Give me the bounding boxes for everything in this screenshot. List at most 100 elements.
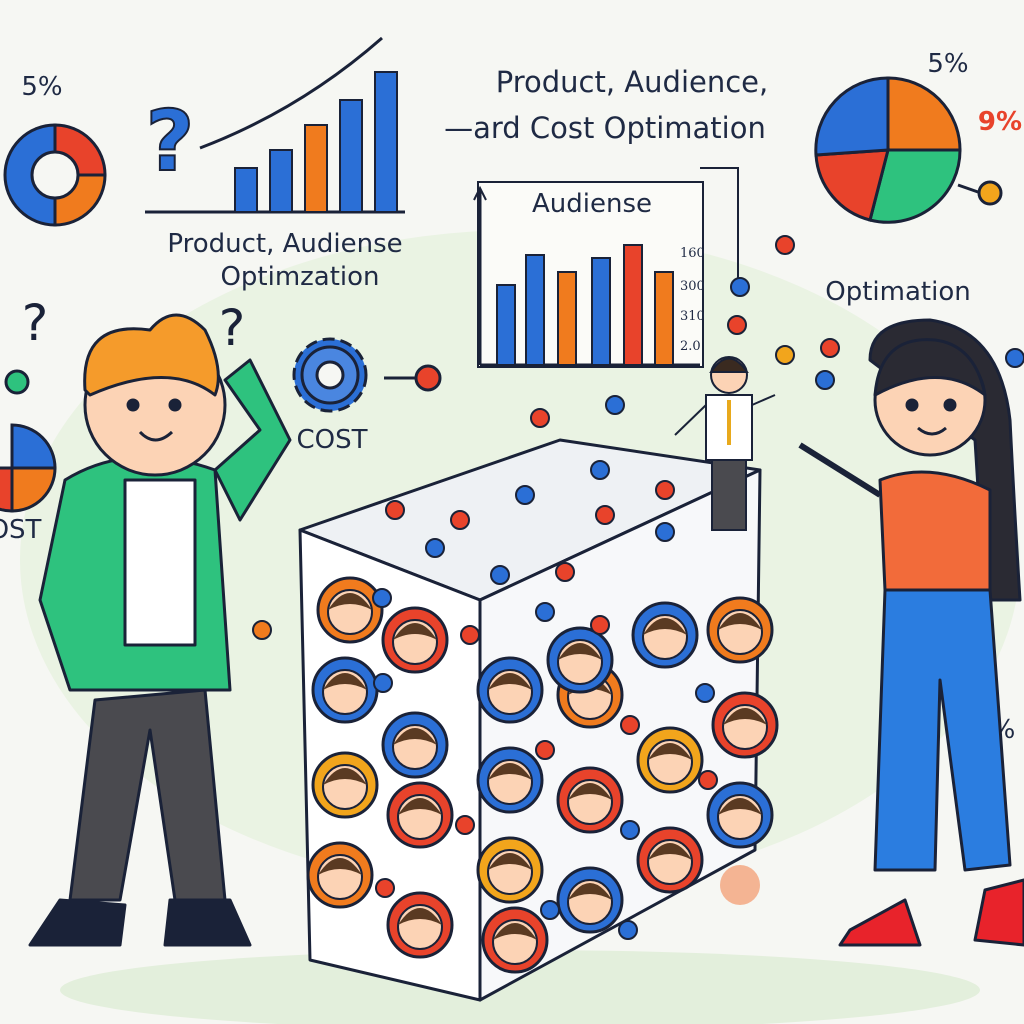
hair bbox=[643, 618, 687, 635]
dot bbox=[460, 625, 480, 645]
dot bbox=[618, 920, 638, 940]
dot bbox=[535, 602, 555, 622]
girl-figure-part bbox=[905, 398, 919, 412]
girl-figure-part bbox=[917, 426, 947, 436]
dot bbox=[695, 683, 715, 703]
boy-figure-part bbox=[138, 430, 174, 442]
dot bbox=[385, 500, 405, 520]
hair bbox=[318, 858, 362, 875]
girl-figure bbox=[798, 318, 1024, 947]
center-bar-chart-part bbox=[623, 244, 643, 366]
gear-icon bbox=[292, 337, 442, 413]
hair bbox=[393, 623, 437, 640]
hair bbox=[648, 843, 692, 860]
dot bbox=[450, 510, 470, 530]
dot bbox=[730, 277, 750, 297]
axis-label: 300 bbox=[680, 279, 705, 294]
boy-figure-part bbox=[126, 398, 140, 412]
subtitle: Product, Audiense bbox=[167, 229, 402, 259]
hair bbox=[393, 728, 437, 745]
pie-chart-part bbox=[868, 148, 962, 224]
label: COST bbox=[296, 425, 367, 455]
dot bbox=[775, 345, 795, 365]
bar-chart-illustration-part bbox=[339, 99, 363, 213]
percent-label: 5% bbox=[21, 72, 62, 102]
girl-figure-part bbox=[973, 878, 1024, 947]
percent-label: 5% bbox=[927, 49, 968, 79]
axis-label: 2.0 bbox=[680, 339, 701, 354]
girl-figure-part bbox=[873, 588, 1012, 872]
dot bbox=[727, 315, 747, 335]
partial-pie bbox=[0, 369, 57, 513]
hair bbox=[323, 673, 367, 690]
bar-chart-illustration bbox=[145, 36, 405, 214]
center-bar-chart-part bbox=[700, 167, 739, 280]
hair bbox=[488, 853, 532, 870]
dot bbox=[605, 395, 625, 415]
boy-figure-part bbox=[28, 898, 127, 947]
bar-chart-illustration-part bbox=[374, 71, 398, 213]
hair bbox=[718, 613, 762, 630]
donut-chart-part bbox=[3, 123, 57, 227]
hair bbox=[723, 708, 767, 725]
dot bbox=[252, 620, 272, 640]
hair bbox=[568, 883, 612, 900]
partial-pie-part bbox=[10, 466, 57, 513]
hair bbox=[568, 783, 612, 800]
boy-figure bbox=[28, 313, 292, 947]
dot bbox=[620, 820, 640, 840]
dot bbox=[698, 770, 718, 790]
center-bar-chart-part bbox=[654, 271, 674, 366]
dot bbox=[375, 878, 395, 898]
small-man-part bbox=[674, 404, 707, 436]
pie-chart bbox=[814, 76, 1003, 224]
gear-icon-part bbox=[414, 364, 442, 392]
axis-label: 160 bbox=[680, 246, 705, 261]
dot bbox=[535, 740, 555, 760]
question-mark: ? bbox=[22, 294, 49, 352]
center-bar-chart bbox=[473, 167, 739, 368]
axis-label: 310 bbox=[680, 309, 705, 324]
dot bbox=[490, 565, 510, 585]
dot bbox=[555, 562, 575, 582]
bar-chart-illustration-part bbox=[234, 167, 258, 213]
face-circles bbox=[306, 576, 779, 974]
center-bar-chart-part bbox=[557, 271, 577, 366]
center-bar-chart-part bbox=[496, 284, 516, 366]
question-mark: ? bbox=[146, 92, 195, 190]
dot bbox=[372, 588, 392, 608]
dot bbox=[620, 715, 640, 735]
hair bbox=[558, 643, 602, 660]
boy-figure-part bbox=[163, 898, 252, 947]
header-title: Product, Audience, bbox=[496, 65, 768, 99]
center-bar-chart-part bbox=[591, 257, 611, 366]
boy-figure-part bbox=[83, 313, 220, 397]
girl-figure-part bbox=[838, 898, 922, 947]
hair bbox=[493, 923, 537, 940]
label: Optimation bbox=[825, 277, 970, 307]
bar-chart-illustration-part bbox=[304, 124, 328, 213]
dot bbox=[655, 522, 675, 542]
hair bbox=[488, 763, 532, 780]
dot bbox=[1005, 348, 1024, 368]
question-mark: ? bbox=[219, 299, 246, 357]
partial-pie-part bbox=[0, 466, 14, 513]
girl-figure-part bbox=[878, 470, 992, 592]
center-bar-chart-part bbox=[525, 254, 545, 366]
dot bbox=[590, 615, 610, 635]
dot bbox=[373, 673, 393, 693]
donut-chart bbox=[3, 123, 107, 227]
dot bbox=[775, 235, 795, 255]
dot bbox=[815, 370, 835, 390]
boy-figure-part bbox=[168, 398, 182, 412]
dot bbox=[425, 538, 445, 558]
bar-chart-illustration-part bbox=[199, 36, 383, 150]
hair bbox=[398, 798, 442, 815]
pie-chart-part bbox=[814, 76, 890, 157]
label: OST bbox=[0, 515, 42, 545]
dots bbox=[252, 235, 1024, 940]
hair bbox=[398, 908, 442, 925]
bar-chart-illustration-part bbox=[269, 149, 293, 213]
boy-figure-part bbox=[123, 478, 197, 647]
